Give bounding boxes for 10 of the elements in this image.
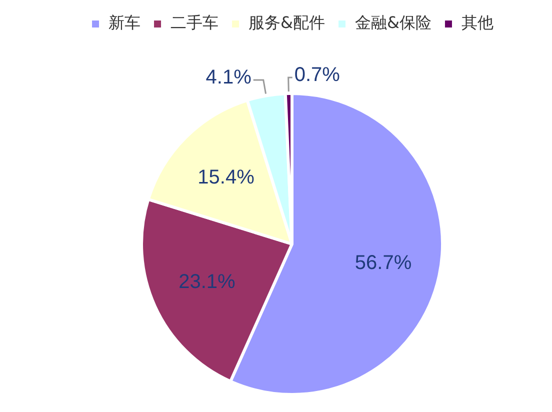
data-label: 23.1% xyxy=(178,270,236,293)
data-label: 15.4% xyxy=(198,166,255,189)
legend-label: 二手车 xyxy=(170,13,219,32)
legend-label: 金融&保险 xyxy=(355,13,432,32)
legend-label: 其他 xyxy=(461,13,494,32)
data-label: 4.1% xyxy=(206,66,252,88)
legend-label: 新车 xyxy=(108,13,141,32)
legend-label: 服务&配件 xyxy=(248,13,326,32)
data-label: 0.7% xyxy=(294,64,340,86)
data-label: 56.7% xyxy=(354,252,412,274)
